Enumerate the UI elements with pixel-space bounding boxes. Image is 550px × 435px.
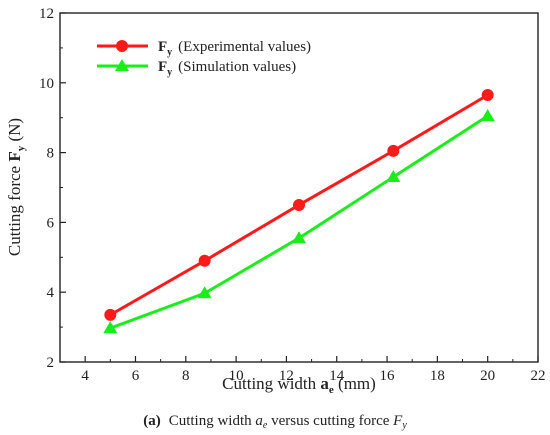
x-tick-label: 10 [229, 368, 244, 384]
data-point-experimental [387, 144, 400, 157]
x-tick-label: 22 [531, 368, 546, 384]
x-tick-label: 20 [480, 368, 495, 384]
series-lines [109, 93, 489, 330]
x-tick-label: 16 [380, 368, 396, 384]
data-point-experimental [104, 308, 117, 321]
x-axis-title: Cutting width ae (mm) [222, 374, 376, 396]
data-point-simulation [197, 286, 212, 299]
figure-caption: (a) Cutting width ae versus cutting force… [143, 413, 407, 431]
x-tick-label: 18 [430, 368, 445, 384]
y-tick-label: 8 [47, 146, 55, 162]
legend-marker-experimental [116, 40, 128, 52]
y-tick-label: 10 [39, 76, 54, 92]
data-point-experimental [293, 198, 305, 211]
data-point-simulation [292, 231, 306, 244]
data-point-experimental [481, 89, 494, 102]
x-tick-label: 6 [132, 368, 140, 384]
data-point-experimental [198, 254, 211, 267]
y-tick-label: 6 [47, 215, 55, 231]
series-markers [103, 89, 495, 334]
x-tick-label: 8 [182, 368, 190, 384]
y-axis-title: Cutting force Fy (N) [5, 118, 27, 256]
series-line-simulation [109, 114, 489, 330]
data-point-simulation [103, 321, 118, 334]
y-tick-label: 4 [47, 285, 55, 301]
data-point-simulation [480, 108, 495, 121]
y-tick-label: 12 [39, 6, 54, 22]
legend-label-experimental: Fy (Experimental values) [158, 39, 311, 58]
y-tick-label: 2 [47, 355, 55, 371]
x-tick-label: 12 [279, 368, 294, 384]
legend-label-simulation: Fy (Simulation values) [158, 59, 296, 78]
x-tick-label: 4 [81, 368, 89, 384]
x-tick-label: 14 [329, 368, 345, 384]
data-point-simulation [386, 170, 401, 183]
legend-marker-simulation [115, 59, 129, 71]
legend: Fy (Experimental values) Fy (Simulation va… [97, 39, 311, 78]
